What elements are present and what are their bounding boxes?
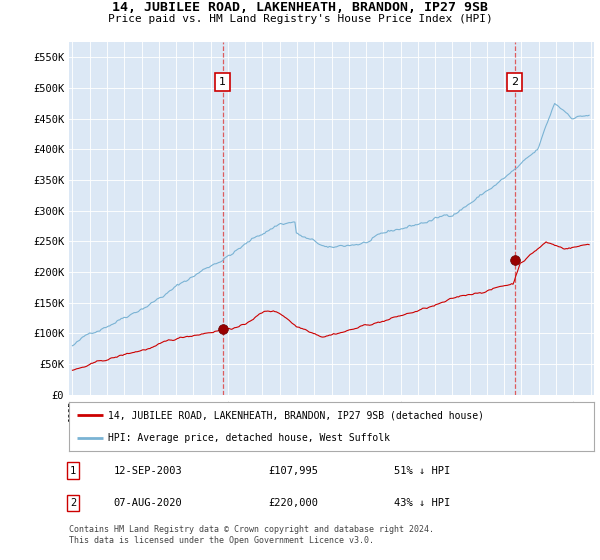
Text: 07-AUG-2020: 07-AUG-2020: [113, 498, 182, 508]
Text: 1: 1: [219, 77, 226, 87]
Text: HPI: Average price, detached house, West Suffolk: HPI: Average price, detached house, West…: [109, 433, 391, 444]
Text: 14, JUBILEE ROAD, LAKENHEATH, BRANDON, IP27 9SB (detached house): 14, JUBILEE ROAD, LAKENHEATH, BRANDON, I…: [109, 410, 484, 421]
Text: 2: 2: [70, 498, 76, 508]
Text: 2: 2: [511, 77, 518, 87]
Text: Price paid vs. HM Land Registry's House Price Index (HPI): Price paid vs. HM Land Registry's House …: [107, 14, 493, 24]
Text: £107,995: £107,995: [269, 465, 319, 475]
Text: 43% ↓ HPI: 43% ↓ HPI: [395, 498, 451, 508]
Text: £220,000: £220,000: [269, 498, 319, 508]
Text: 51% ↓ HPI: 51% ↓ HPI: [395, 465, 451, 475]
Text: Contains HM Land Registry data © Crown copyright and database right 2024.
This d: Contains HM Land Registry data © Crown c…: [69, 525, 434, 545]
Text: 14, JUBILEE ROAD, LAKENHEATH, BRANDON, IP27 9SB: 14, JUBILEE ROAD, LAKENHEATH, BRANDON, I…: [112, 1, 488, 14]
Text: 12-SEP-2003: 12-SEP-2003: [113, 465, 182, 475]
Text: 1: 1: [70, 465, 76, 475]
